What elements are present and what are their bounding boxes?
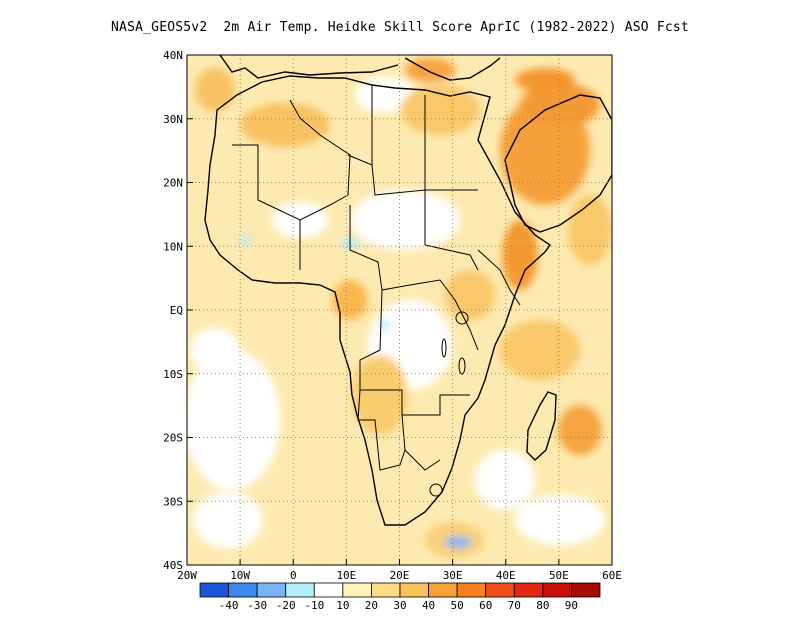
lat-tick-label: 20S (163, 432, 183, 445)
colorbar-label: 40 (422, 599, 435, 612)
lat-tick-label: 30N (163, 113, 183, 126)
lat-tick-label: 40S (163, 559, 183, 572)
colorbar-swatch (428, 582, 458, 598)
colorbar-label: 10 (336, 599, 349, 612)
colorbar-swatch (313, 582, 344, 598)
colorbar-label: 80 (536, 599, 549, 612)
lakes (429, 311, 469, 497)
colorbar-label: 70 (508, 599, 521, 612)
colorbar-label: -40 (219, 599, 239, 612)
coastlines (204, 55, 612, 526)
lon-tick-label: 0 (290, 569, 297, 582)
map-title: NASA_GEOS5v2 2m Air Temp. Heidke Skill S… (111, 20, 689, 35)
colorbar-swatch (571, 582, 601, 598)
lat-tick-label: 40N (163, 49, 183, 62)
lat-tick-label: 10S (163, 368, 183, 381)
colorbar-swatch (371, 582, 401, 598)
colorbar-swatch (199, 582, 229, 598)
colorbar-swatch (513, 582, 544, 598)
lon-tick-label: 20W (177, 569, 197, 582)
country-borders (232, 85, 521, 471)
lon-tick-label: 40E (496, 569, 516, 582)
lon-tick-label: 10E (336, 569, 356, 582)
lat-tick-label: 10N (163, 240, 183, 253)
colorbar-label: 60 (479, 599, 492, 612)
colorbar-label: -30 (247, 599, 267, 612)
lat-axis: 40N 30N 20N 10N EQ 10S 20S 30S 40S (163, 49, 193, 572)
colorbar-swatch (485, 582, 515, 598)
lat-tick-label: EQ (170, 304, 183, 317)
colorbar-swatch (228, 582, 258, 598)
gridlines (187, 55, 612, 565)
colorbar-label: 20 (365, 599, 378, 612)
colorbar-label: -10 (304, 599, 324, 612)
lon-tick-label: 50E (549, 569, 569, 582)
colorbar: -40 -30 -20 -10 10 20 30 40 50 60 70 80 90 (199, 582, 601, 612)
colorbar-label: 30 (393, 599, 406, 612)
colorbar-swatch (256, 582, 287, 598)
colorbar-swatch (399, 582, 429, 598)
lat-tick-label: 20N (163, 177, 183, 190)
colorbar-swatch (285, 582, 315, 598)
colorbar-label: 90 (565, 599, 578, 612)
colorbar-label: 50 (451, 599, 464, 612)
colorbar-swatch (456, 582, 487, 598)
lon-tick-label: 30E (443, 569, 463, 582)
colorbar-swatch (342, 582, 372, 598)
colorbar-label: -20 (276, 599, 296, 612)
colorbar-swatch (542, 582, 572, 598)
lon-tick-label: 20E (390, 569, 410, 582)
lon-axis: 20W 10W 0 10E 20E 30E 40E 50E 60E (177, 559, 622, 582)
lat-tick-label: 30S (163, 495, 183, 508)
lon-tick-label: 60E (602, 569, 622, 582)
lon-tick-label: 10W (230, 569, 250, 582)
